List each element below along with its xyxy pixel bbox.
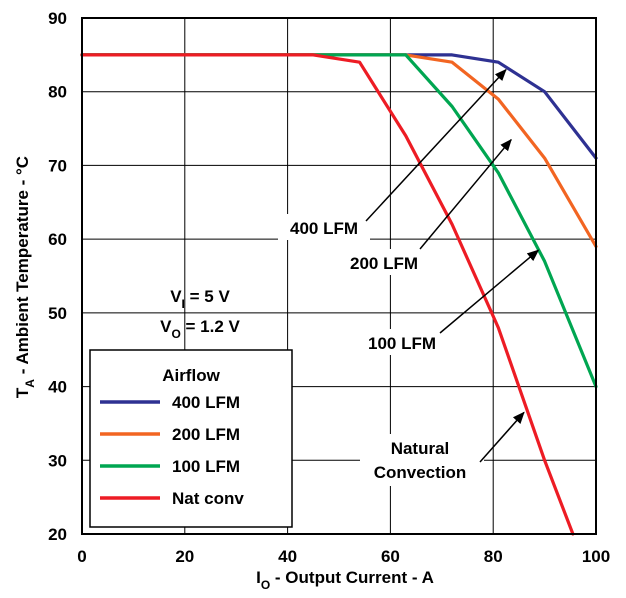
series-line-nat-conv (80, 53, 575, 536)
x-tick-label: 0 (77, 547, 86, 566)
annotation-100-lfm: 100 LFM (356, 249, 540, 355)
legend-title: Airflow (162, 366, 220, 385)
condition-vi: VI = 5 V (170, 287, 230, 311)
annotation-200-lfm: 200 LFM (338, 138, 512, 275)
series-lines (80, 53, 598, 536)
x-tick-label: 40 (278, 547, 297, 566)
annotation-natural-convection-arrow (479, 411, 525, 463)
y-axis-label: TA - Ambient Temperature - °C (13, 156, 37, 398)
plot-border (81, 17, 597, 535)
plot-frame (81, 17, 597, 535)
annotation-400-lfm-label: 400 LFM (290, 219, 358, 238)
legend-entry-label: 100 LFM (172, 457, 240, 476)
y-tick-label: 40 (48, 378, 67, 397)
x-tick-label: 80 (484, 547, 503, 566)
legend-entry-label: 200 LFM (172, 425, 240, 444)
annotation-400-lfm-arrow (365, 68, 507, 222)
legend-entry-label: 400 LFM (172, 393, 240, 412)
x-tick-label: 20 (175, 547, 194, 566)
y-tick-label: 30 (48, 451, 67, 470)
annotation-200-lfm-label: 200 LFM (350, 254, 418, 273)
legend: Airflow 400 LFM 200 LFM 100 LFM Nat conv (89, 349, 293, 528)
y-tick-label: 80 (48, 83, 67, 102)
y-tick-label: 20 (48, 525, 67, 544)
y-tick-label: 70 (48, 156, 67, 175)
condition-vo: VO = 1.2 V (160, 317, 240, 341)
annotation-natural-convection-line2: Convection (374, 463, 467, 482)
x-tick-label: 60 (381, 547, 400, 566)
y-tick-label: 90 (48, 9, 67, 28)
annotation-400-lfm: 400 LFM (278, 68, 507, 240)
annotation-100-lfm-label: 100 LFM (368, 334, 436, 353)
y-tick-label: 60 (48, 230, 67, 249)
x-tick-label: 100 (582, 547, 610, 566)
y-tick-label: 50 (48, 304, 67, 323)
x-axis-label: IO - Output Current - A (256, 568, 434, 592)
annotation-100-lfm-arrow (439, 249, 540, 334)
annotation-natural-convection-line1: Natural (391, 439, 450, 458)
annotation-natural-convection: Natural Convection (360, 411, 525, 486)
legend-entry-label: Nat conv (172, 489, 244, 508)
series-line-400-lfm (80, 53, 598, 160)
annotation-200-lfm-arrow (419, 138, 512, 250)
tick-labels: 0 20 40 60 80 100 20 30 40 50 60 70 80 90 (48, 9, 610, 566)
